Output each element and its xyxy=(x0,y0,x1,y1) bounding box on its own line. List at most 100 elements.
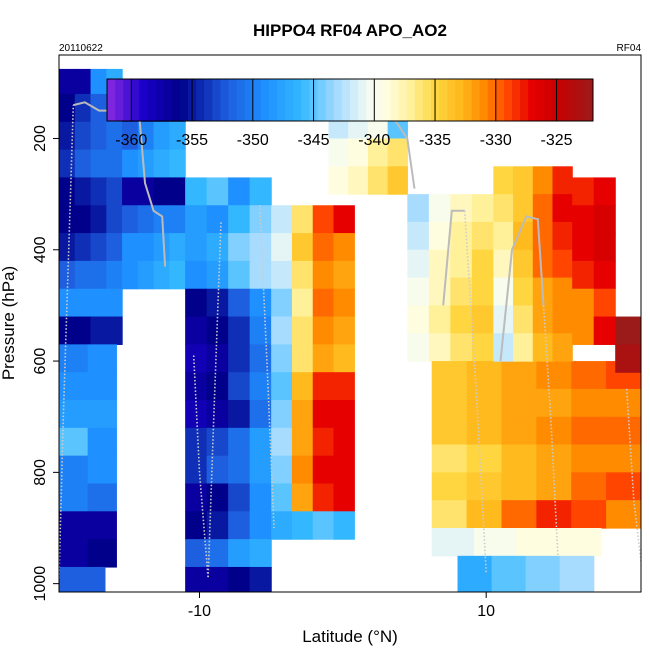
heatmap-cell xyxy=(457,555,493,592)
heatmap-cell xyxy=(90,205,107,234)
heatmap-cell xyxy=(74,93,92,123)
heatmap-cell xyxy=(271,316,293,345)
heatmap-cell xyxy=(552,194,573,223)
heatmap-cell xyxy=(206,233,229,262)
heatmap-cell xyxy=(431,528,475,557)
heatmap-cell xyxy=(106,260,123,290)
colorbar-swatch xyxy=(390,79,400,121)
heatmap-cell xyxy=(59,205,76,234)
heatmap-cell xyxy=(271,233,293,262)
heatmap-cell xyxy=(471,277,494,307)
heatmap-cell xyxy=(90,260,107,290)
heatmap-cell xyxy=(572,233,595,262)
colorbar-swatch xyxy=(455,79,464,121)
heatmap-cell xyxy=(122,177,139,206)
colorbar-swatch xyxy=(285,79,294,121)
heatmap-cell xyxy=(90,177,107,206)
heatmap-cell xyxy=(593,177,616,206)
colorbar-swatch xyxy=(139,79,148,121)
heatmap-cell xyxy=(59,68,76,95)
heatmap-cell xyxy=(106,149,123,179)
heatmap-cell xyxy=(493,166,514,195)
heatmap-cell xyxy=(228,372,251,401)
heatmap-cell xyxy=(228,455,251,485)
heatmap-cell xyxy=(206,566,229,592)
flight-track xyxy=(442,209,465,306)
colorbar-swatch xyxy=(463,79,472,121)
heatmap-cell xyxy=(572,205,595,234)
heatmap-cell xyxy=(185,288,208,318)
heatmap-cell xyxy=(367,138,389,167)
heatmap-cell xyxy=(407,305,430,334)
heatmap-cell xyxy=(312,205,335,234)
heatmap-cell xyxy=(87,400,117,429)
heatmap-cell xyxy=(74,121,92,151)
heatmap-cell xyxy=(312,288,335,318)
heatmap-cell xyxy=(59,427,89,457)
heatmap-cell xyxy=(532,166,554,195)
heatmap-cell xyxy=(153,233,170,262)
heatmap-cell xyxy=(87,455,117,485)
heatmap-cell xyxy=(59,149,76,179)
colorbar-swatch xyxy=(398,79,408,121)
heatmap-cell xyxy=(228,511,251,540)
heatmap-cell xyxy=(333,344,355,373)
heatmap-cell xyxy=(606,500,641,529)
heatmap-cell xyxy=(428,194,451,223)
heatmap-cell xyxy=(571,361,607,390)
heatmap-cell xyxy=(532,305,554,334)
colorbar-tick-label: -350 xyxy=(237,132,269,149)
heatmap-cell xyxy=(387,166,408,195)
colorbar-swatch xyxy=(495,79,505,121)
heatmap-cell xyxy=(466,388,503,418)
heatmap-cell xyxy=(428,305,451,334)
heatmap-cell xyxy=(74,233,92,262)
heatmap-cell xyxy=(271,288,293,318)
heatmap-cell xyxy=(333,372,355,401)
heatmap-cell xyxy=(185,260,208,290)
colorbar-swatch xyxy=(544,79,553,121)
flight-track xyxy=(258,205,275,529)
heatmap-cell xyxy=(552,221,573,251)
colorbar-swatch xyxy=(439,79,448,121)
heatmap-cell xyxy=(471,333,494,362)
heatmap-cell xyxy=(407,194,430,223)
date-label: 20110622 xyxy=(59,43,103,54)
colorbar-swatch xyxy=(204,79,213,121)
heatmap-cell xyxy=(271,372,293,401)
heatmap-cell xyxy=(387,138,408,167)
x-axis-label: Latitude (°N) xyxy=(302,627,398,646)
colorbar-swatch xyxy=(115,79,124,121)
heatmap-cell xyxy=(606,416,641,446)
heatmap-cell xyxy=(122,149,139,179)
heatmap-cell xyxy=(513,333,534,362)
heatmap-cell xyxy=(228,483,251,512)
heatmap-cell xyxy=(606,444,641,473)
heatmap-cell xyxy=(228,205,251,234)
heatmap-cell xyxy=(249,344,272,373)
heatmap-cell xyxy=(228,427,251,457)
heatmap-cell xyxy=(228,260,251,290)
colorbar-swatch xyxy=(576,79,586,121)
colorbar-swatch xyxy=(171,79,181,121)
colorbar-tick-label: -355 xyxy=(176,132,208,149)
heatmap-cell xyxy=(536,388,572,418)
colorbar-swatch xyxy=(512,79,521,121)
heatmap-cell xyxy=(74,260,92,290)
colorbar-swatch xyxy=(123,79,132,121)
heatmap-cell xyxy=(407,277,430,307)
x-tick-label: 10 xyxy=(477,603,495,620)
colorbar-swatch xyxy=(277,79,286,121)
heatmap-cell xyxy=(513,166,534,195)
heatmap-cell xyxy=(206,483,229,512)
heatmap-cell xyxy=(228,177,251,206)
colorbar-swatch xyxy=(350,79,359,121)
colorbar-swatch xyxy=(414,79,424,121)
heatmap-cell xyxy=(471,221,494,251)
heatmap-cell xyxy=(513,194,534,223)
heatmap-cell xyxy=(552,166,573,195)
heatmap-cell xyxy=(59,483,89,512)
heatmap-cell xyxy=(291,455,314,485)
heatmap-cell xyxy=(571,500,607,529)
heatmap-cell xyxy=(291,372,314,401)
